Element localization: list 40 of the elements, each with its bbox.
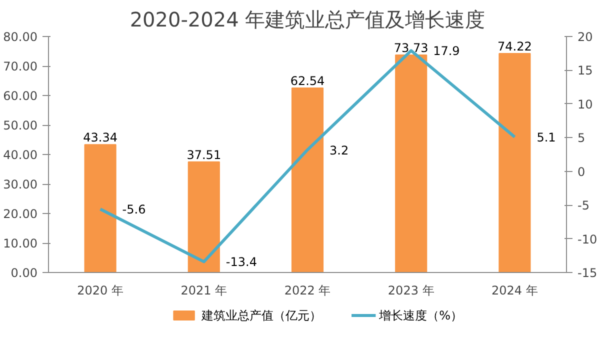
legend-label: 增长速度（%） — [378, 308, 463, 322]
x-tick-label: 2023 年 — [388, 284, 434, 298]
x-tick-label: 2022 年 — [284, 284, 331, 298]
y-tick-label: 40.00 — [3, 148, 38, 162]
y2-tick-label: -5 — [578, 198, 590, 213]
bar — [291, 88, 324, 272]
y-tick-label: 0.00 — [10, 266, 38, 280]
y2-tick-label: -15 — [578, 266, 598, 280]
y2-tick-label: -10 — [578, 232, 598, 246]
bar — [188, 161, 220, 272]
y2-tick-label: 15 — [578, 64, 593, 78]
data-label: 37.51 — [186, 148, 222, 162]
y2-tick-label: 10 — [578, 97, 593, 112]
data-label: 73.73 — [394, 40, 428, 55]
y-tick-label: 80.00 — [3, 30, 38, 44]
y-tick-label: 60.00 — [3, 89, 38, 103]
x-tick-label: 2020 年 — [77, 284, 124, 298]
y-tick-label: 30.00 — [3, 178, 38, 192]
data-label: 5.1 — [536, 130, 556, 144]
data-label: 62.54 — [290, 74, 325, 88]
legend-label: 建筑业总产值（亿元） — [200, 308, 322, 322]
bar — [84, 144, 116, 272]
x-tick-label: 2021 年 — [180, 284, 228, 298]
y-tick-label: 70.00 — [3, 60, 38, 74]
chart-title: 2020-2024 年建筑业总产值及增长速度 — [130, 8, 486, 32]
y-tick-label: 20.00 — [3, 207, 38, 221]
data-label: -5.6 — [122, 202, 146, 217]
data-label: 17.9 — [433, 44, 460, 58]
y2-tick-label: 20 — [578, 30, 593, 44]
bar — [498, 53, 531, 272]
data-label: 3.2 — [330, 143, 349, 158]
y-tick-label: 50.00 — [3, 118, 38, 132]
data-label: -13.4 — [226, 255, 257, 270]
bar — [395, 54, 428, 272]
data-label: 74.22 — [498, 40, 532, 54]
y2-tick-label: 5 — [578, 131, 586, 146]
y-tick-label: 10.00 — [3, 236, 38, 250]
x-tick-label: 2024 年 — [492, 284, 538, 298]
data-label: 43.34 — [83, 130, 118, 145]
y2-tick-label: 0 — [578, 164, 586, 179]
